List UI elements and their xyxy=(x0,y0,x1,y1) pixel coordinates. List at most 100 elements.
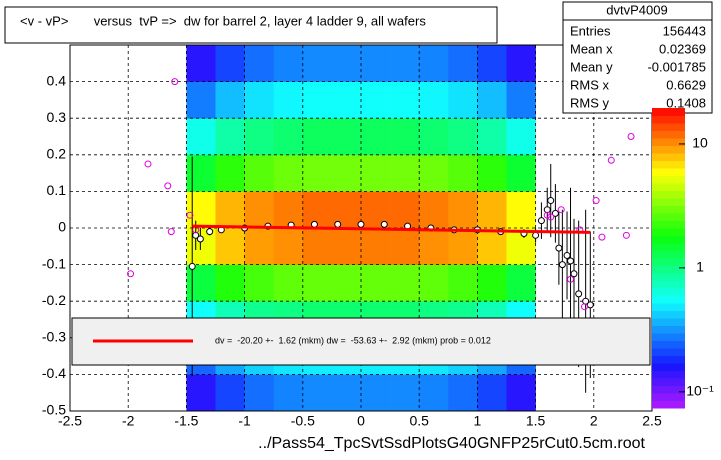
colorbar-step xyxy=(652,175,685,184)
point xyxy=(357,220,365,228)
stats-label: Mean y xyxy=(570,59,613,74)
x-tick-label: 0 xyxy=(357,413,365,429)
stats-label: RMS y xyxy=(570,95,610,110)
heat-cell xyxy=(273,118,304,156)
heat-cell xyxy=(477,264,507,302)
heat-cell xyxy=(215,154,245,192)
point xyxy=(532,231,540,239)
title-box xyxy=(4,6,498,44)
colorbar-step xyxy=(652,370,685,379)
stats-title: dvtvP4009 xyxy=(606,2,667,17)
heat-cell xyxy=(448,154,478,192)
heat-cell xyxy=(506,45,536,82)
heat-cell xyxy=(331,45,362,82)
point xyxy=(186,211,194,219)
heat-cell xyxy=(448,228,478,265)
colorbar-step xyxy=(652,318,685,326)
point xyxy=(580,303,588,311)
heat-cell xyxy=(419,374,449,412)
heat-cell xyxy=(477,191,507,229)
y-tick-label: -0.1 xyxy=(42,255,66,271)
heat-cell xyxy=(215,45,245,82)
point xyxy=(627,133,635,140)
heat-cell xyxy=(361,154,391,192)
heat-cell xyxy=(477,154,507,192)
heat-cell xyxy=(448,374,478,412)
x-tick-label: 2 xyxy=(590,413,598,429)
heat-cell xyxy=(448,191,478,229)
point xyxy=(586,301,594,309)
colorbar-step xyxy=(652,303,685,311)
y-tick-label: 0.4 xyxy=(47,72,67,88)
y-tick-label: 0.3 xyxy=(47,109,67,125)
heat-cell xyxy=(273,191,304,229)
heat-cell xyxy=(215,228,245,265)
point xyxy=(167,228,175,236)
heat-cell xyxy=(302,264,333,302)
colorbar-step xyxy=(652,280,685,289)
point xyxy=(547,213,555,221)
point xyxy=(555,244,563,252)
point xyxy=(567,275,575,283)
chart-title: <v - vP> versus tvP => dw for barrel 2, … xyxy=(20,13,426,28)
heat-cell xyxy=(419,45,449,82)
y-tick-label: -0.4 xyxy=(42,365,66,381)
y-tick-label: 0.2 xyxy=(47,146,67,162)
colorbar-step xyxy=(652,138,685,146)
colorbar-step xyxy=(652,355,685,364)
heat-cell xyxy=(215,81,245,119)
x-tick-label: 1.5 xyxy=(526,413,546,429)
x-tick-label: 0.5 xyxy=(409,413,429,429)
heat-cell xyxy=(361,118,391,156)
heat-cell xyxy=(419,191,449,229)
y-tick-label: -0.2 xyxy=(42,292,66,308)
point xyxy=(563,251,571,259)
heat-cell xyxy=(244,374,274,412)
heat-cell xyxy=(448,264,478,302)
point xyxy=(543,211,551,219)
point xyxy=(592,197,600,205)
colorbar-step xyxy=(652,153,685,161)
colorbar-step xyxy=(652,295,685,304)
heat-cell xyxy=(186,374,216,412)
heat-cell xyxy=(419,264,449,302)
heat-cell xyxy=(361,228,391,265)
heat-cell xyxy=(419,118,449,156)
stats-value: 0.6629 xyxy=(666,77,706,92)
heat-cell xyxy=(390,154,420,192)
point xyxy=(171,78,179,86)
heat-cell xyxy=(273,154,304,192)
y-tick-label: -0.5 xyxy=(42,402,66,418)
colorbar-step xyxy=(652,250,685,259)
colorbar-step xyxy=(652,288,685,296)
colorbar-step xyxy=(652,265,685,274)
heat-cell xyxy=(506,264,536,302)
heat-cell xyxy=(244,191,274,229)
heat-cell xyxy=(390,374,420,412)
heat-cell xyxy=(419,228,449,265)
stats-value: 0.02369 xyxy=(659,41,706,56)
stats-box: dvtvP4009 Entries 156443 Mean x 0.02369 Mean… xyxy=(562,1,713,114)
stats-value: 156443 xyxy=(663,23,706,38)
point xyxy=(310,220,318,228)
x-tick-label: -1.5 xyxy=(174,413,198,429)
colorbar-step xyxy=(652,183,685,191)
heat-cell xyxy=(506,118,536,156)
x-tick-label: -0.5 xyxy=(291,413,315,429)
colorbar-step xyxy=(652,325,685,334)
colorbar-step xyxy=(652,235,685,244)
heat-cell xyxy=(186,118,216,156)
colorbar-step xyxy=(652,123,685,131)
heat-cell xyxy=(244,264,274,302)
point xyxy=(607,156,615,164)
heat-cell xyxy=(244,81,274,119)
point xyxy=(127,270,135,278)
point xyxy=(567,257,575,265)
heat-cell xyxy=(361,81,391,119)
heat-cell xyxy=(273,45,304,82)
heat-cell xyxy=(331,154,362,192)
heat-cell xyxy=(273,264,304,302)
colorbar-step xyxy=(652,190,685,199)
heat-cell xyxy=(215,191,245,229)
